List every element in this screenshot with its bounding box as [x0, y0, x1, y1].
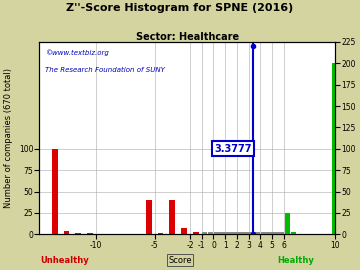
- Bar: [64, 231, 69, 234]
- Bar: [213, 232, 219, 234]
- Text: The Research Foundation of SUNY: The Research Foundation of SUNY: [45, 67, 165, 73]
- Bar: [332, 170, 337, 234]
- Bar: [332, 232, 338, 234]
- Bar: [261, 232, 266, 234]
- Bar: [202, 232, 207, 234]
- Bar: [249, 232, 255, 234]
- Bar: [285, 213, 290, 234]
- Bar: [158, 233, 163, 234]
- Text: Unhealthy: Unhealthy: [40, 256, 89, 265]
- Y-axis label: Number of companies (670 total): Number of companies (670 total): [4, 68, 13, 208]
- Bar: [332, 226, 338, 234]
- Bar: [220, 232, 225, 234]
- Text: ©www.textbiz.org: ©www.textbiz.org: [45, 49, 109, 56]
- Text: Healthy: Healthy: [277, 256, 314, 265]
- Bar: [76, 233, 81, 234]
- Bar: [225, 232, 231, 234]
- Bar: [291, 232, 296, 234]
- Text: Score: Score: [168, 256, 192, 265]
- Bar: [146, 200, 152, 234]
- Bar: [181, 228, 187, 234]
- Title: Sector: Healthcare: Sector: Healthcare: [136, 32, 239, 42]
- Bar: [208, 232, 213, 234]
- Bar: [272, 232, 278, 234]
- Bar: [193, 232, 199, 234]
- Bar: [243, 232, 249, 234]
- Text: 3.3777: 3.3777: [215, 144, 252, 154]
- Bar: [278, 232, 284, 234]
- Bar: [170, 200, 175, 234]
- Bar: [332, 232, 338, 234]
- Bar: [87, 233, 93, 234]
- Bar: [231, 232, 237, 234]
- Bar: [332, 63, 338, 234]
- Text: Z''-Score Histogram for SPNE (2016): Z''-Score Histogram for SPNE (2016): [66, 3, 294, 13]
- Bar: [237, 232, 243, 234]
- Bar: [255, 232, 260, 234]
- Bar: [266, 232, 272, 234]
- Bar: [52, 149, 58, 234]
